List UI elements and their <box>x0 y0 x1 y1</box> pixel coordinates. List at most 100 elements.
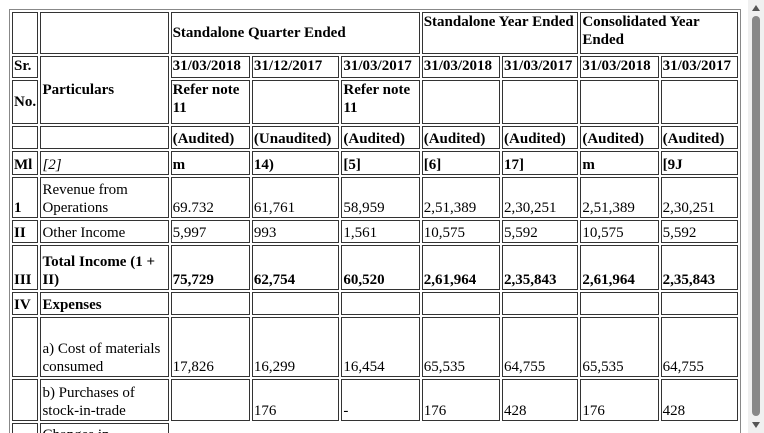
table-cell <box>170 292 250 315</box>
value: 64,755 <box>502 317 579 377</box>
value: 2,61,964 <box>580 245 659 290</box>
value: 60,520 <box>341 245 420 290</box>
particulars: Revenue from Operations <box>40 177 169 218</box>
value: 176 <box>251 379 340 421</box>
table-row: Sr. Particulars 31/03/2018 31/12/2017 31/03/… <box>12 56 738 124</box>
table-cell <box>502 80 579 124</box>
column-number: 17] <box>502 151 579 175</box>
table-row: a) Cost of materials consumed 17,826 16,29… <box>12 317 738 377</box>
group-header: Standalone Quarter Ended <box>170 12 420 54</box>
date-header: 31/12/2017 <box>251 56 340 78</box>
value: 62,754 <box>251 245 340 290</box>
table-row: Ml [2] m 14) [5] [6] 17] m [9J <box>12 151 738 175</box>
value: 2,51,389 <box>421 177 501 218</box>
column-number: [2] <box>40 151 169 175</box>
value: 64,755 <box>660 317 738 377</box>
value: 1,561 <box>341 220 420 243</box>
table-cell <box>40 12 169 54</box>
column-number: [5] <box>341 151 420 175</box>
table-row: Changes in inventories of <box>12 423 738 433</box>
date-header: 31/03/2017 <box>660 56 738 78</box>
scroll-up[interactable] <box>752 5 760 11</box>
scroll-down[interactable] <box>752 422 760 428</box>
value: 993 <box>251 220 340 243</box>
value: 2,35,843 <box>502 245 579 290</box>
particulars: Changes in inventories of <box>40 423 169 433</box>
table-cell <box>580 80 659 124</box>
table-cell <box>40 126 169 149</box>
table-cell <box>12 126 39 149</box>
sr-no <box>12 379 39 421</box>
date-header: 31/03/2017 <box>502 56 579 78</box>
column-number: Ml <box>12 151 39 175</box>
table-cell <box>660 292 738 315</box>
audit-status: (Audited) <box>341 126 420 149</box>
particulars: b) Purchases of stock-in-trade <box>40 379 169 421</box>
value: 428 <box>660 379 738 421</box>
audit-status: (Audited) <box>421 126 501 149</box>
sr-no: 1 <box>12 177 39 218</box>
value: 17,826 <box>170 317 250 377</box>
table-row: II Other Income 5,997 993 1,561 10,575 5,592 10… <box>12 220 738 243</box>
particulars: a) Cost of materials consumed <box>40 317 169 377</box>
value: 61,761 <box>251 177 340 218</box>
particulars-header: Particulars <box>40 56 169 124</box>
table-row: 1 Revenue from Operations 69.732 61,761 58,9… <box>12 177 738 218</box>
column-number: m <box>170 151 250 175</box>
scrollbar[interactable] <box>748 0 764 433</box>
note: Refer note 11 <box>170 80 250 124</box>
sr-no: II <box>12 220 39 243</box>
particulars: Expenses <box>40 292 169 315</box>
table-cell <box>12 12 39 54</box>
date-header: 31/03/2018 <box>421 56 501 78</box>
column-number: [6] <box>421 151 501 175</box>
sr-no: III <box>12 245 39 290</box>
results-table: Standalone Quarter Ended Standalone Year … <box>9 9 741 433</box>
table-cell <box>580 292 659 315</box>
value: 10,575 <box>580 220 659 243</box>
sr-no <box>12 317 39 377</box>
particulars: Other Income <box>40 220 169 243</box>
value: 428 <box>502 379 579 421</box>
value: 65,535 <box>421 317 501 377</box>
no-header: No. <box>12 80 39 124</box>
table-row: (Audited) (Unaudited) (Audited) (Audited) (A… <box>12 126 738 149</box>
table-cell <box>251 292 340 315</box>
audit-status: (Audited) <box>170 126 250 149</box>
audit-status: (Audited) <box>502 126 579 149</box>
date-header: 31/03/2018 <box>170 56 250 78</box>
value: 16,299 <box>251 317 340 377</box>
audit-status: (Unaudited) <box>251 126 340 149</box>
value: 2,30,251 <box>660 177 738 218</box>
sr-no: IV <box>12 292 39 315</box>
value: 2,30,251 <box>502 177 579 218</box>
sr-no <box>12 423 39 433</box>
date-header: 31/03/2017 <box>341 56 420 78</box>
value: 75,729 <box>170 245 250 290</box>
date-header: 31/03/2018 <box>580 56 659 78</box>
table-cell <box>502 292 579 315</box>
value: 16,454 <box>341 317 420 377</box>
group-header: Consolidated Year Ended <box>580 12 738 54</box>
group-header: Standalone Year Ended <box>421 12 579 54</box>
audit-status: (Audited) <box>580 126 659 149</box>
sr-header: Sr. <box>12 56 39 78</box>
value: 65,535 <box>580 317 659 377</box>
table-row: No. Refer note 11 Refer note 11 <box>12 80 738 124</box>
table-cell <box>251 80 340 124</box>
scroll-thumb[interactable] <box>752 16 760 416</box>
value: - <box>341 379 420 421</box>
value: 176 <box>421 379 501 421</box>
table-cell <box>341 292 420 315</box>
value: 10,575 <box>421 220 501 243</box>
value: 5,997 <box>170 220 250 243</box>
table-row: IV Expenses <box>12 292 738 315</box>
value: 2,51,389 <box>580 177 659 218</box>
table-cell <box>660 80 738 124</box>
value: 2,61,964 <box>421 245 501 290</box>
value: 2,35,843 <box>660 245 738 290</box>
column-number: 14) <box>251 151 340 175</box>
table-row: b) Purchases of stock-in-trade 176-176 428… <box>12 379 738 421</box>
value: 5,592 <box>660 220 738 243</box>
